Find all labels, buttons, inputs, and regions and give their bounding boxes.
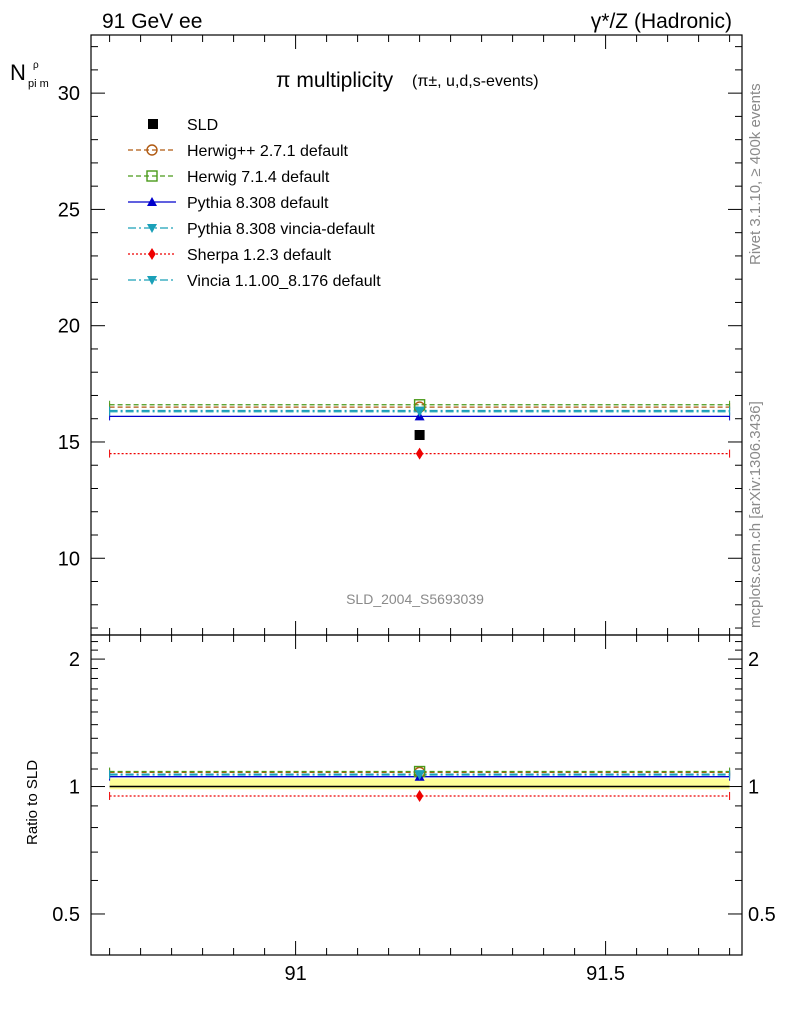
main-ytick-label: 25 (58, 199, 80, 221)
rivet-label: Rivet 3.1.10, ≥ 400k events (747, 83, 764, 265)
legend: SLD Herwig++ 2.7.1 default Herwig 7.1.4 … (148, 117, 381, 290)
analysis-tag: SLD_2004_S5693039 (346, 591, 484, 607)
main-axis-ticks: 10 15 20 25 30 (58, 35, 742, 635)
legend-label-pythia-vincia: Pythia 8.308 vincia-default (187, 221, 375, 238)
ratio-ytick-label-right: 2 (748, 649, 759, 671)
legend-marks (128, 144, 176, 285)
ratio-ytick-label-left: 1 (69, 777, 80, 799)
ratio-axis-ticks: 0.5 0.5 1 1 2 2 91 91.5 (52, 635, 776, 985)
ratio-ytick-label-right: 1 (748, 777, 759, 799)
legend-label-sld: SLD (187, 117, 218, 134)
ratio-xtick-label: 91 (284, 963, 306, 985)
main-data-point-sld (414, 430, 425, 440)
ylabel-sup: ρ (33, 60, 39, 71)
ratio-series-marker-5 (414, 770, 425, 780)
main-series-marker-4 (415, 447, 424, 460)
ratio-uncertainty-band (109, 778, 730, 790)
legend-label-herwigpp: Herwig++ 2.7.1 default (187, 143, 349, 160)
ratio-panel-frame (90, 634, 743, 956)
title-sub: (π±, u,d,s-events) (412, 73, 539, 90)
ylabel-sub: pi m (28, 78, 49, 90)
title-main: π multiplicity (276, 69, 394, 92)
ratio-ytick-label-right: 0.5 (748, 904, 776, 926)
legend-label-sherpa: Sherpa 1.2.3 default (187, 247, 332, 264)
chart-title: π multiplicity (π±, u,d,s-events) (276, 69, 539, 92)
main-plot-marks (109, 399, 731, 460)
ratio-series-marker-4 (415, 789, 424, 802)
mcplots-label: mcplots.cern.ch [arXiv:1306.3436] (747, 401, 764, 628)
ratio-plot-marks (109, 765, 731, 802)
ylabel-main: N (10, 60, 26, 85)
legend-marker-2 (147, 197, 157, 206)
legend-marker-5 (147, 276, 157, 285)
legend-marker-sld (148, 119, 158, 129)
legend-label-herwig7: Herwig 7.1.4 default (187, 169, 330, 186)
ratio-xtick-label: 91.5 (586, 963, 625, 985)
legend-label-vincia: Vincia 1.1.00_8.176 default (187, 273, 381, 290)
main-ylabel: N pi m ρ (10, 60, 49, 90)
legend-marker-3 (147, 224, 157, 233)
legend-marker-1 (146, 170, 158, 182)
ratio-ytick-label-left: 2 (69, 649, 80, 671)
legend-label-pythia: Pythia 8.308 default (187, 195, 329, 212)
main-ytick-label: 30 (58, 83, 80, 105)
main-series-marker-5 (414, 406, 425, 416)
ratio-ylabel: Ratio to SLD (24, 760, 41, 845)
legend-marker-4 (148, 248, 156, 260)
header-left: 91 GeV ee (102, 10, 202, 33)
main-ytick-label: 10 (58, 548, 80, 570)
main-ytick-label: 15 (58, 432, 80, 454)
header-right: γ*/Z (Hadronic) (591, 10, 732, 33)
ratio-ytick-label-left: 0.5 (52, 904, 80, 926)
main-ytick-label: 20 (58, 316, 80, 338)
legend-marker-0 (146, 144, 158, 156)
